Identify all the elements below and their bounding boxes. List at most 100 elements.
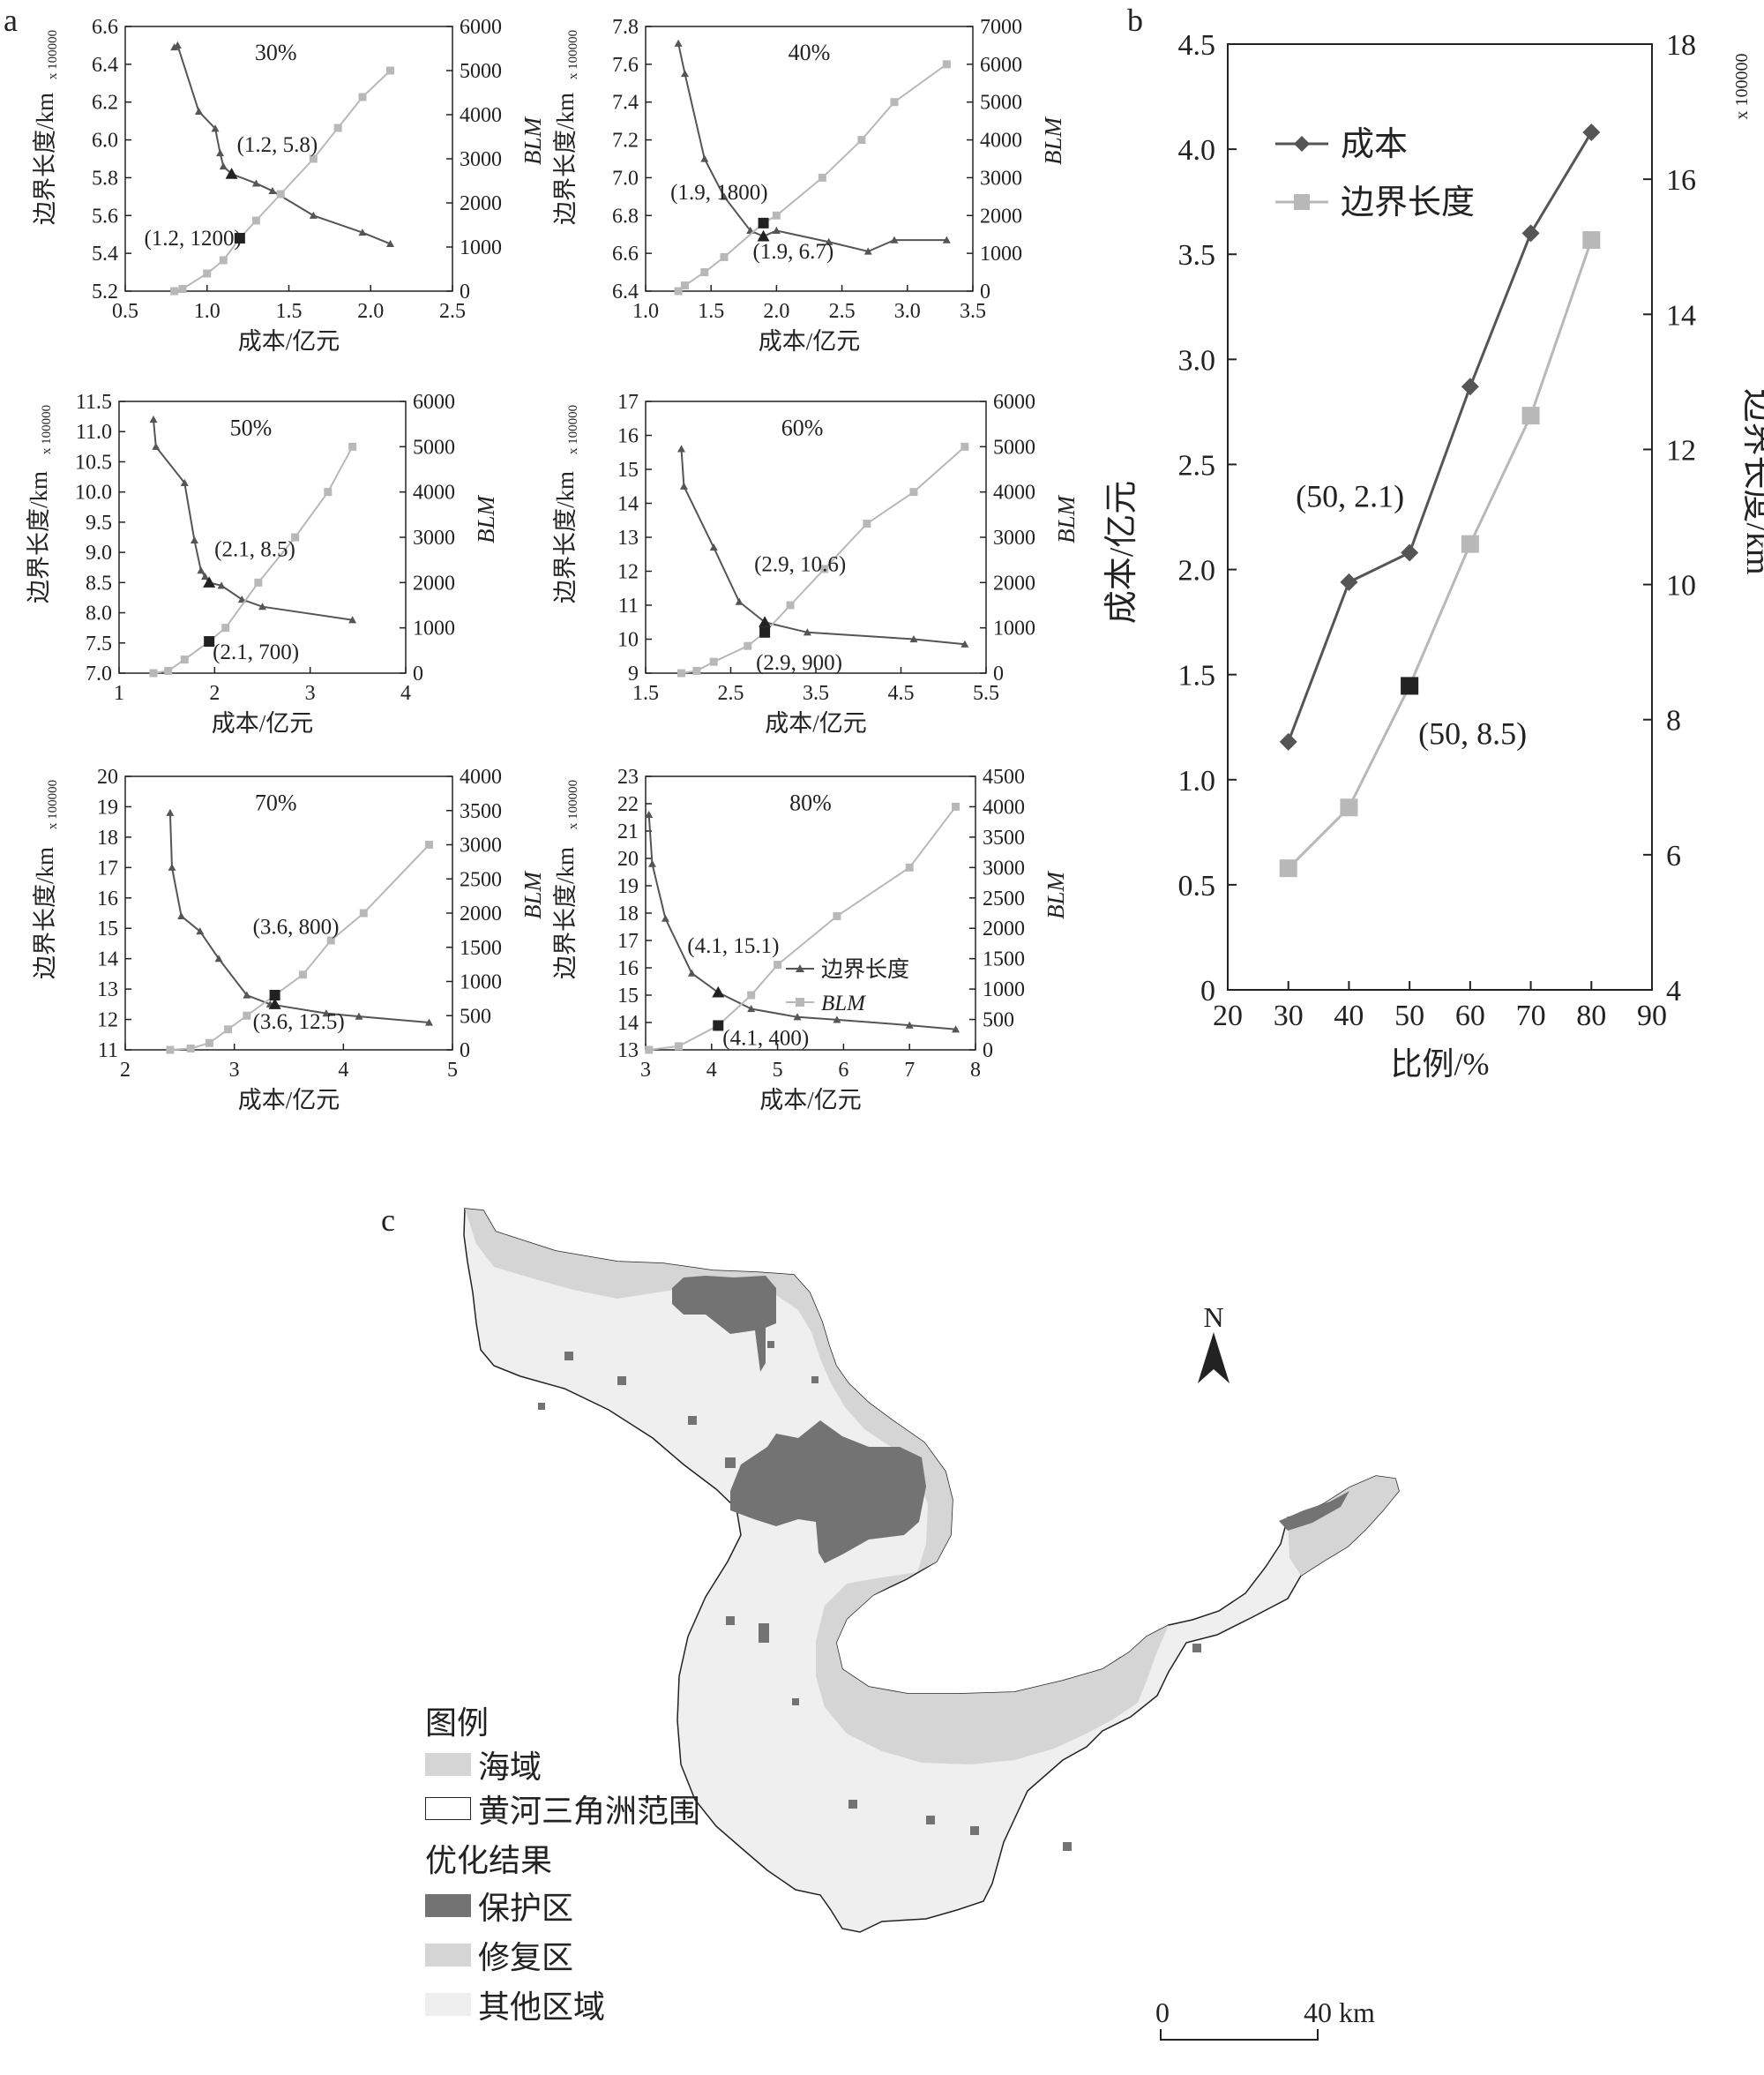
y-tick-label: 6.8: [612, 205, 639, 228]
x-tick-label: 1.5: [276, 300, 303, 323]
cost-point: [1340, 573, 1358, 591]
x-tick-label: 2.0: [357, 300, 384, 323]
y-tick-label: 7.4: [612, 92, 639, 115]
blm-point: [333, 124, 342, 132]
blm-point: [857, 136, 866, 145]
x-tick-label: 4: [706, 1059, 717, 1082]
y-tick-label: 6.4: [92, 54, 118, 77]
boundary-point: [647, 859, 656, 867]
blm-line: [681, 446, 966, 674]
y2-tick-label: 2000: [460, 903, 502, 925]
x-tick-label: 1.5: [698, 300, 724, 323]
blm-point: [243, 1011, 251, 1020]
subplot-6: 3 4 5 6 7 8 13 14 15 16 17 18 19 20 21 22 23 0 500 1000 1500…: [552, 766, 1069, 1113]
y-tick-label: 14: [617, 493, 639, 516]
scattered-patches: [538, 1341, 1201, 1851]
blm-point: [254, 578, 263, 587]
y-tick-label: 17: [97, 857, 118, 880]
x-tick-label: 3: [229, 1059, 240, 1082]
y2-tick-label: 6000: [413, 391, 455, 414]
x-tick-label: 5: [773, 1059, 783, 1082]
optimal-point: [712, 985, 725, 998]
blm-point: [709, 657, 718, 666]
boundary-point: [152, 442, 161, 450]
plot-frame: [645, 26, 974, 292]
y2-tick-label: 5000: [413, 436, 455, 459]
boundary-point: [201, 572, 209, 581]
boundary-point: [166, 808, 175, 816]
boundary-point: [173, 41, 182, 49]
blm-point: [818, 173, 826, 182]
y-tick-label: 16: [97, 888, 118, 910]
boundary-point: [747, 1005, 756, 1013]
boundary-point: [355, 1012, 363, 1020]
blm-point: [309, 154, 318, 163]
x-tick-label: 2.5: [439, 300, 466, 323]
boundary-point: [243, 991, 251, 999]
y2-tick-label: 4000: [993, 482, 1035, 505]
point-annotation: (50, 2.1): [1296, 478, 1404, 513]
y2-tick-label: 0: [460, 281, 470, 303]
subplot-1: 0.5 1.0 1.5 2.0 2.5 5.2 5.4 5.6 5.8 6.0 6.2 6.4 6.6 0…: [32, 16, 546, 355]
legend-item-protect: 保护区: [425, 1883, 573, 1929]
x-tick-label: 6: [838, 1059, 848, 1082]
north-label: N: [1203, 1301, 1223, 1333]
y-multiplier: x 100000: [40, 405, 54, 454]
y-tick-label: 6.6: [92, 16, 118, 39]
cost-point: [1461, 378, 1479, 396]
boundary-point: [645, 810, 654, 818]
y-tick-label: 14: [97, 948, 118, 971]
y2-tick-label: 3000: [460, 835, 502, 858]
boundary-point: [190, 536, 198, 544]
y2-tick-label: 4000: [460, 766, 502, 789]
subplot-3: 1 2 3 4 7.0 7.5 8.0 8.5 9.0 9.5 10.0 10.5 11.0 11.5 0 1…: [26, 391, 499, 737]
blm-point: [298, 970, 307, 979]
y2-tick-label: 8: [1666, 705, 1681, 738]
y2-tick-label: 2000: [460, 192, 502, 215]
y2-axis-label: BLM: [1040, 116, 1066, 165]
scale-bar: 0 40 km: [1155, 1996, 1375, 2041]
boundary-point: [258, 603, 266, 611]
blm-point: [219, 256, 228, 265]
y2-axis-label: BLM: [1043, 870, 1069, 919]
blm-point: [905, 863, 914, 872]
boundary-point: [661, 914, 669, 922]
legend-result-title: 优化结果: [425, 1835, 552, 1881]
x-tick-label: 1.0: [632, 300, 659, 323]
boundary-point: [803, 628, 811, 636]
point-annotation: (1.2, 5.8): [237, 133, 318, 157]
y-tick-label: 1.0: [1178, 765, 1216, 798]
x-tick-label: 40: [1334, 1000, 1364, 1032]
y-tick-label: 6.6: [612, 243, 639, 266]
legend-label-cost: 成本: [1341, 126, 1408, 163]
blm-point: [863, 520, 871, 528]
legend-title-text: 图例: [425, 1705, 490, 1741]
x-tick-label: 4.5: [888, 682, 915, 705]
blm-point: [326, 936, 335, 945]
x-axis-label: 成本/亿元: [238, 1087, 340, 1113]
boundary-point: [214, 955, 223, 963]
boundary-point: [149, 416, 158, 423]
cost-point: [1279, 732, 1297, 751]
y2-tick-label: 0: [460, 1039, 470, 1062]
boundary-point: [386, 239, 395, 248]
y2-tick-label: 1000: [460, 236, 502, 259]
x-axis-label: 成本/亿元: [238, 328, 340, 355]
y2-tick-label: 6000: [993, 391, 1035, 414]
optimal-point: [234, 233, 245, 243]
x-tick-label: 0.5: [112, 300, 138, 323]
boundary-point: [251, 179, 260, 187]
point-annotation: (4.1, 400): [722, 1026, 809, 1050]
y-tick-label: 19: [617, 875, 639, 898]
y2-tick-label: 0: [413, 663, 423, 685]
boundary-line: [1287, 239, 1593, 870]
y-tick-label: 21: [617, 820, 639, 843]
boundary-point: [863, 247, 872, 255]
legend-marker-boundary: [796, 964, 804, 972]
blm-point: [251, 216, 260, 225]
blm-point: [674, 1042, 683, 1051]
y2-tick-label: 2000: [980, 205, 1022, 228]
blm-point: [186, 1044, 195, 1052]
y2-tick-label: 1500: [460, 937, 502, 960]
y-tick-label: 2.5: [1178, 449, 1216, 482]
